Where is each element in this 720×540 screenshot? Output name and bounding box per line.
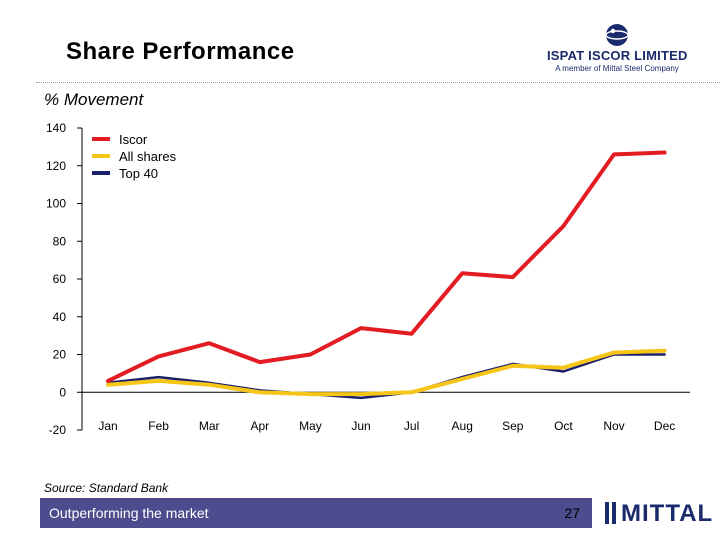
y-tick-label: 20 [53, 348, 67, 362]
mittal-mark-icon [605, 502, 616, 524]
slide-title: Share Performance [66, 38, 295, 65]
legend-label: Iscor [119, 132, 148, 147]
x-tick-label: Jul [404, 419, 419, 433]
series-line-all-shares [106, 348, 667, 397]
globe-icon [547, 22, 687, 48]
logo-tagline: A member of Mittal Steel Company [555, 64, 679, 73]
ispat-iscor-logo: ISPAT ISCOR LIMITED A member of Mittal S… [547, 22, 687, 73]
x-tick-label: Oct [554, 419, 573, 433]
x-tick-label: Feb [148, 419, 169, 433]
x-tick-label: May [299, 419, 322, 433]
source-note: Source: Standard Bank [44, 481, 169, 495]
y-tick-label: 140 [46, 121, 66, 135]
mittal-logo: MITTAL [602, 498, 712, 528]
y-tick-label: -20 [49, 423, 67, 437]
footer-bar: Outperforming the market 27 [40, 498, 592, 528]
x-tick-label: Jan [98, 419, 117, 433]
page-number: 27 [564, 505, 580, 521]
y-tick-label: 60 [53, 272, 67, 286]
legend-label: All shares [119, 149, 177, 164]
x-tick-label: Dec [654, 419, 675, 433]
title-divider [36, 82, 720, 83]
logo-name: ISPAT ISCOR LIMITED [547, 48, 688, 63]
x-tick-label: Sep [502, 419, 524, 433]
x-tick-label: Mar [199, 419, 220, 433]
y-axis-title: % Movement [44, 90, 144, 109]
footer-tagline: Outperforming the market [49, 505, 209, 521]
y-tick-label: 0 [59, 385, 66, 399]
x-tick-label: Aug [452, 419, 473, 433]
y-tick-label: 120 [46, 159, 66, 173]
series-line-iscor [106, 150, 667, 383]
x-tick-label: Nov [603, 419, 624, 433]
x-tick-label: Apr [250, 419, 269, 433]
x-tick-label: Jun [351, 419, 370, 433]
y-tick-label: 40 [53, 310, 67, 324]
mittal-logo-text: MITTAL [621, 500, 714, 527]
legend-label: Top 40 [119, 166, 158, 181]
y-tick-label: 100 [46, 197, 66, 211]
y-tick-label: 80 [53, 234, 67, 248]
